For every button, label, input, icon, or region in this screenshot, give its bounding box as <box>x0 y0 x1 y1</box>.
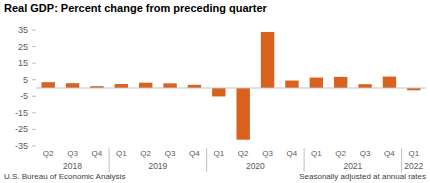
y-tick <box>32 96 36 97</box>
bar <box>66 83 79 88</box>
y-tick-label: -35 <box>15 141 28 151</box>
title: Real GDP: Percent change from preceding … <box>4 2 268 14</box>
y-tick-label: 5 <box>23 75 28 85</box>
y-tick <box>32 146 36 147</box>
bars <box>41 32 420 140</box>
y-tick-label: -25 <box>15 124 28 134</box>
x-tick-label: Q1 <box>408 149 419 158</box>
bar <box>163 83 176 88</box>
bar <box>236 88 249 140</box>
x-tick-label: Q3 <box>262 149 273 158</box>
y-tick-label: -15 <box>15 108 28 118</box>
bar <box>212 88 225 96</box>
bar <box>310 78 323 88</box>
y-tick-label: 25 <box>18 42 28 52</box>
y-tick-label: 15 <box>18 58 28 68</box>
group-separator <box>401 148 402 172</box>
bar <box>115 84 128 88</box>
x-tick-label: Q4 <box>92 149 103 158</box>
bar <box>285 81 298 88</box>
x-tick-label: Q3 <box>67 149 78 158</box>
x-tick-label: Q2 <box>335 149 346 158</box>
bar <box>383 77 396 88</box>
year-label: 2021 <box>343 161 362 171</box>
y-tick <box>32 129 36 130</box>
x-tick-label: Q2 <box>140 149 151 158</box>
bar <box>334 77 347 88</box>
y-tick-label: -5 <box>20 91 28 101</box>
x-tick-label: Q2 <box>238 149 249 158</box>
x-tick-label: Q1 <box>213 149 224 158</box>
year-label: 2022 <box>404 161 423 171</box>
bar <box>41 82 54 88</box>
group-separator <box>304 148 305 172</box>
chart: Real GDP: Percent change from preceding … <box>0 0 430 183</box>
x-tick-label: Q4 <box>287 149 298 158</box>
year-label: 2020 <box>246 161 265 171</box>
baseline <box>36 88 426 89</box>
y-tick <box>32 112 36 113</box>
group-separator <box>206 148 207 172</box>
x-tick-label: Q1 <box>116 149 127 158</box>
x-tick-label: Q4 <box>384 149 395 158</box>
year-label: 2018 <box>63 161 82 171</box>
note: Seasonally adjusted at annual rates <box>299 172 426 181</box>
y-tick <box>32 46 36 47</box>
x-tick-label: Q3 <box>360 149 371 158</box>
year-label: 2019 <box>148 161 167 171</box>
bar <box>358 84 371 88</box>
x-tick-label: Q1 <box>311 149 322 158</box>
bar <box>261 32 274 88</box>
bar <box>139 83 152 88</box>
x-tick-label: Q4 <box>189 149 200 158</box>
y-tick-label: 35 <box>18 25 28 35</box>
x-tick-label: Q3 <box>165 149 176 158</box>
y-tick <box>32 63 36 64</box>
y-tick <box>32 79 36 80</box>
source: U.S. Bureau of Economic Analysis <box>4 172 125 181</box>
group-separator <box>109 148 110 172</box>
y-tick <box>32 30 36 31</box>
x-tick-label: Q2 <box>43 149 54 158</box>
